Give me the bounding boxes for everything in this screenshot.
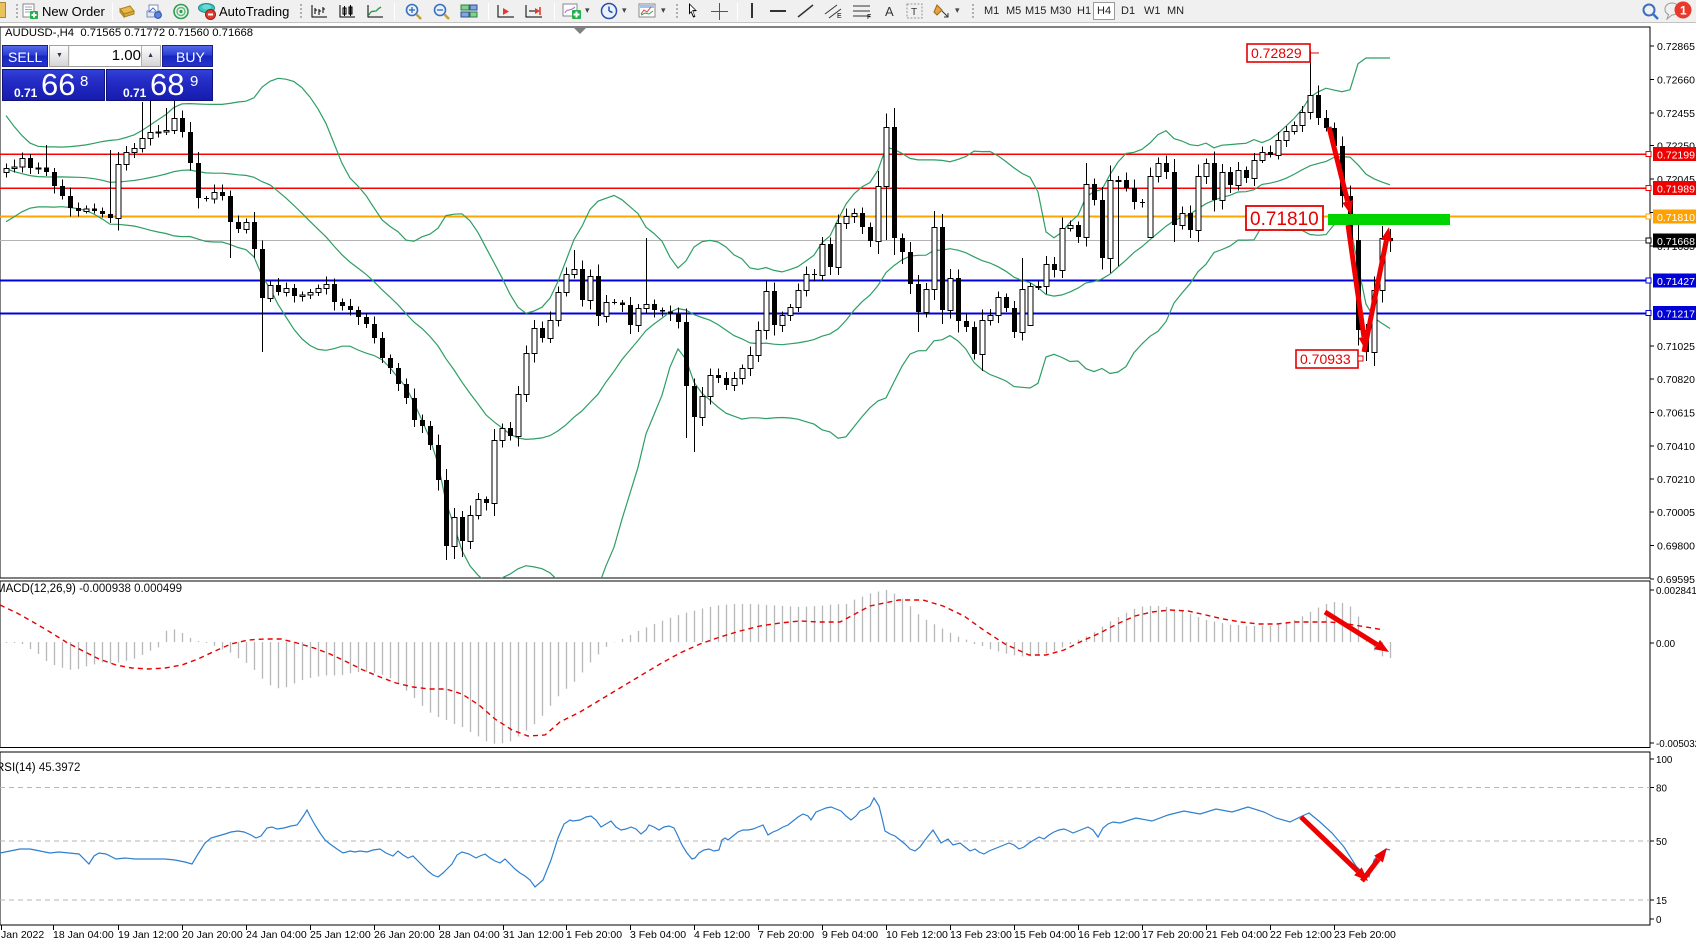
- svg-text:0.69595: 0.69595: [1657, 574, 1695, 586]
- svg-text:0.70820: 0.70820: [1657, 374, 1695, 386]
- svg-text:50: 50: [1656, 837, 1667, 848]
- svg-text:0.71989: 0.71989: [1657, 184, 1695, 196]
- svg-text:-0.005032: -0.005032: [1656, 739, 1696, 750]
- svg-text:80: 80: [1656, 784, 1667, 795]
- svg-text:Jan 2022: Jan 2022: [1, 929, 44, 941]
- svg-text:0.69800: 0.69800: [1657, 541, 1695, 553]
- svg-text:26 Jan 20:00: 26 Jan 20:00: [374, 929, 435, 941]
- svg-text:23 Feb 20:00: 23 Feb 20:00: [1334, 929, 1396, 941]
- svg-text:0.70005: 0.70005: [1657, 507, 1695, 519]
- svg-text:0.70410: 0.70410: [1657, 441, 1695, 453]
- svg-text:0.72829: 0.72829: [1251, 45, 1302, 61]
- svg-text:MACD(12,26,9) -0.000938 0.0004: MACD(12,26,9) -0.000938 0.000499: [0, 583, 182, 595]
- svg-text:0.70210: 0.70210: [1657, 474, 1695, 486]
- svg-text:0.002841: 0.002841: [1656, 586, 1696, 597]
- svg-text:15 Feb 04:00: 15 Feb 04:00: [1014, 929, 1076, 941]
- svg-text:19 Jan 12:00: 19 Jan 12:00: [118, 929, 179, 941]
- svg-text:20 Jan 20:00: 20 Jan 20:00: [182, 929, 243, 941]
- svg-text:0.71217: 0.71217: [1657, 309, 1695, 321]
- svg-text:E: E: [837, 13, 842, 20]
- svg-text:0.71810: 0.71810: [1657, 212, 1695, 224]
- svg-text:25 Jan 12:00: 25 Jan 12:00: [310, 929, 371, 941]
- svg-text:16 Feb 12:00: 16 Feb 12:00: [1078, 929, 1140, 941]
- svg-text:AUDUSD-,H4 0.71565 0.71772 0.: AUDUSD-,H4 0.71565 0.71772 0.71560 0.716…: [5, 27, 253, 39]
- svg-text:100: 100: [1656, 755, 1673, 766]
- svg-text:24 Jan 04:00: 24 Jan 04:00: [246, 929, 307, 941]
- svg-text:F: F: [867, 14, 871, 20]
- svg-text:3 Feb 04:00: 3 Feb 04:00: [630, 929, 686, 941]
- svg-text:7 Feb 20:00: 7 Feb 20:00: [758, 929, 814, 941]
- svg-text:T: T: [911, 7, 917, 18]
- svg-text:1 Feb 20:00: 1 Feb 20:00: [566, 929, 622, 941]
- svg-text:0.72660: 0.72660: [1657, 75, 1695, 87]
- svg-text:13 Feb 23:00: 13 Feb 23:00: [950, 929, 1012, 941]
- svg-text:0.71810: 0.71810: [1250, 209, 1319, 230]
- svg-text:21 Feb 04:00: 21 Feb 04:00: [1206, 929, 1268, 941]
- svg-text:10 Feb 12:00: 10 Feb 12:00: [886, 929, 948, 941]
- svg-text:28 Jan 04:00: 28 Jan 04:00: [439, 929, 500, 941]
- svg-text:0.71668: 0.71668: [1657, 236, 1695, 248]
- svg-text:0.72199: 0.72199: [1657, 150, 1695, 162]
- svg-text:0.71427: 0.71427: [1657, 276, 1695, 288]
- svg-text:17 Feb 20:00: 17 Feb 20:00: [1142, 929, 1204, 941]
- svg-text:0.72865: 0.72865: [1657, 41, 1695, 53]
- svg-text:22 Feb 12:00: 22 Feb 12:00: [1270, 929, 1332, 941]
- svg-text:0.71025: 0.71025: [1657, 341, 1695, 353]
- svg-text:0: 0: [1656, 915, 1662, 926]
- svg-text:0.00: 0.00: [1656, 639, 1676, 650]
- svg-text:RSI(14) 45.3972: RSI(14) 45.3972: [0, 762, 80, 774]
- svg-text:0.70933: 0.70933: [1300, 351, 1351, 367]
- svg-text:9 Feb 04:00: 9 Feb 04:00: [822, 929, 878, 941]
- svg-text:1: 1: [1680, 4, 1687, 18]
- svg-text:0.70615: 0.70615: [1657, 408, 1695, 420]
- svg-text:15: 15: [1656, 896, 1667, 907]
- svg-text:31 Jan 12:00: 31 Jan 12:00: [503, 929, 564, 941]
- svg-text:18 Jan 04:00: 18 Jan 04:00: [53, 929, 114, 941]
- svg-text:0.72455: 0.72455: [1657, 108, 1695, 120]
- svg-text:4 Feb 12:00: 4 Feb 12:00: [694, 929, 750, 941]
